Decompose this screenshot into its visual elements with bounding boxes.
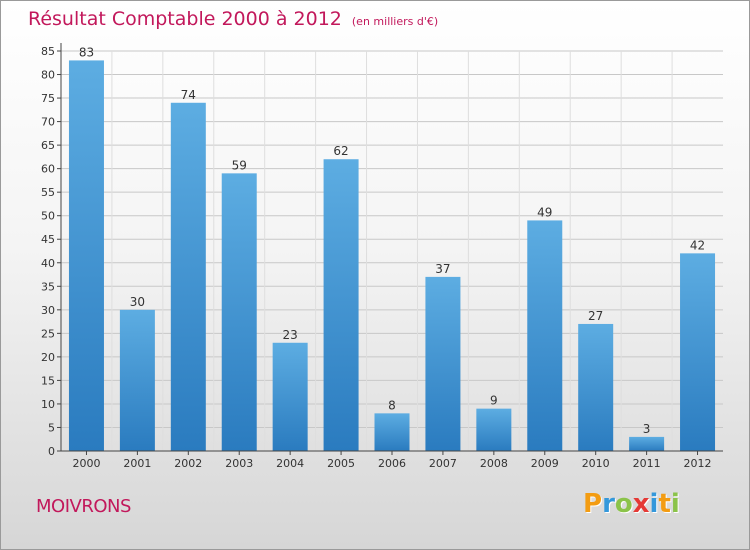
logo-letter: P xyxy=(583,489,603,519)
x-tick-label: 2005 xyxy=(327,457,355,470)
bar xyxy=(68,60,104,451)
y-tick-label: 45 xyxy=(41,233,55,246)
x-tick-label: 2011 xyxy=(633,457,661,470)
x-tick-label: 2008 xyxy=(480,457,508,470)
commune-name: MOIVRONS xyxy=(36,496,131,517)
logo-letter: r xyxy=(602,489,615,519)
logo-letter: o xyxy=(614,489,633,519)
x-tick-label: 2001 xyxy=(123,457,151,470)
bar xyxy=(374,413,410,451)
bar-value-label: 37 xyxy=(435,262,450,276)
bar xyxy=(527,220,563,451)
chart-title: Résultat Comptable 2000 à 2012 (en millie… xyxy=(28,8,438,30)
bar xyxy=(425,276,461,451)
bar-value-label: 49 xyxy=(537,205,552,219)
bar xyxy=(680,253,716,451)
x-tick-label: 2004 xyxy=(276,457,304,470)
bar-value-label: 30 xyxy=(130,295,145,309)
logo-letter: i xyxy=(649,489,659,519)
bar xyxy=(323,159,359,451)
x-tick-label: 2012 xyxy=(684,457,712,470)
y-tick-label: 0 xyxy=(48,445,55,458)
y-tick-label: 35 xyxy=(41,280,55,293)
x-tick-label: 2010 xyxy=(582,457,610,470)
x-tick-label: 2009 xyxy=(531,457,559,470)
y-tick-label: 20 xyxy=(41,351,55,364)
bar xyxy=(476,408,512,451)
bar-value-label: 83 xyxy=(79,45,94,59)
bar-value-label: 59 xyxy=(232,158,247,172)
y-tick-label: 10 xyxy=(41,398,55,411)
bar-value-label: 3 xyxy=(643,422,651,436)
y-tick-label: 30 xyxy=(41,304,55,317)
bar xyxy=(119,309,155,451)
bar-value-label: 9 xyxy=(490,394,498,408)
x-tick-label: 2007 xyxy=(429,457,457,470)
x-tick-label: 2000 xyxy=(72,457,100,470)
y-tick-label: 25 xyxy=(41,327,55,340)
bar xyxy=(221,173,257,451)
y-tick-label: 85 xyxy=(41,45,55,58)
grid-lines xyxy=(61,50,723,451)
bar-value-label: 74 xyxy=(181,88,196,102)
y-tick-label: 15 xyxy=(41,374,55,387)
y-tick-label: 50 xyxy=(41,210,55,223)
bar-value-label: 8 xyxy=(388,398,396,412)
x-tick-label: 2003 xyxy=(225,457,253,470)
x-tick-label: 2002 xyxy=(174,457,202,470)
bar xyxy=(170,102,206,451)
axes xyxy=(57,43,723,455)
bar-value-label: 27 xyxy=(588,309,603,323)
bar xyxy=(629,436,665,451)
logo-letter: i xyxy=(670,489,680,519)
bar-value-label: 42 xyxy=(690,238,705,252)
bar xyxy=(578,323,614,451)
y-tick-label: 70 xyxy=(41,116,55,129)
bar xyxy=(272,342,308,451)
y-tick-label: 5 xyxy=(48,421,55,434)
title-unit: (en milliers d'€) xyxy=(351,15,439,28)
title-text: Résultat Comptable 2000 à 2012 xyxy=(28,8,342,30)
x-tick-label: 2006 xyxy=(378,457,406,470)
logo-letter: x xyxy=(632,489,650,519)
y-tick-label: 60 xyxy=(41,163,55,176)
y-tick-label: 40 xyxy=(41,257,55,270)
bar-value-label: 62 xyxy=(333,144,348,158)
y-tick-label: 75 xyxy=(41,92,55,105)
y-tick-label: 55 xyxy=(41,186,55,199)
bars xyxy=(68,60,716,451)
proxiti-logo: Proxiti xyxy=(583,489,680,519)
bar-value-label: 23 xyxy=(283,328,298,342)
y-tick-label: 80 xyxy=(41,69,55,82)
logo-letter: t xyxy=(658,489,671,519)
y-tick-label: 65 xyxy=(41,139,55,152)
